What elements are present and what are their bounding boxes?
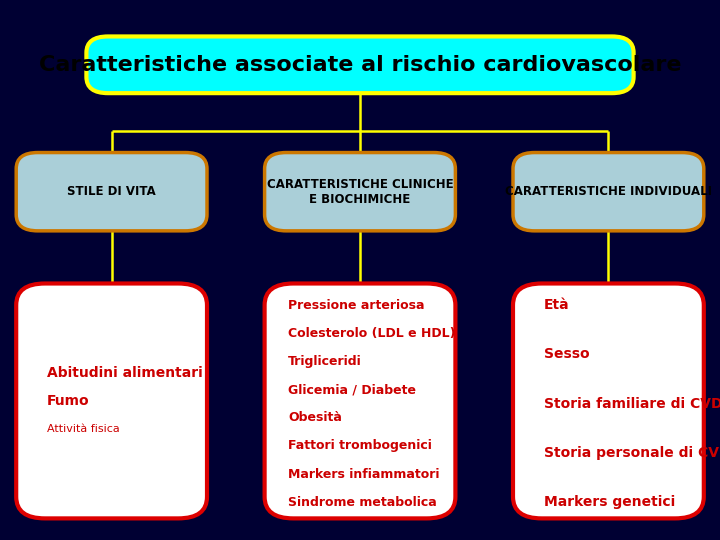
- Text: Glicemia / Diabete: Glicemia / Diabete: [288, 383, 416, 396]
- Text: Storia personale di CVD: Storia personale di CVD: [544, 446, 720, 460]
- FancyBboxPatch shape: [16, 152, 207, 231]
- Text: Obesità: Obesità: [288, 411, 342, 424]
- Text: Fattori trombogenici: Fattori trombogenici: [288, 440, 432, 453]
- Text: Pressione arteriosa: Pressione arteriosa: [288, 299, 425, 312]
- FancyBboxPatch shape: [16, 284, 207, 518]
- Text: CARATTERISTICHE CLINICHE
E BIOCHIMICHE: CARATTERISTICHE CLINICHE E BIOCHIMICHE: [266, 178, 454, 206]
- Text: Markers infiammatori: Markers infiammatori: [288, 468, 439, 481]
- Text: Colesterolo (LDL e HDL): Colesterolo (LDL e HDL): [288, 327, 456, 340]
- Text: STILE DI VITA: STILE DI VITA: [67, 185, 156, 198]
- Text: Sindrome metabolica: Sindrome metabolica: [288, 496, 437, 509]
- FancyBboxPatch shape: [513, 284, 703, 518]
- Text: Fumo: Fumo: [47, 394, 89, 408]
- Text: Caratteristiche associate al rischio cardiovascolare: Caratteristiche associate al rischio car…: [39, 55, 681, 75]
- FancyBboxPatch shape: [265, 152, 456, 231]
- FancyBboxPatch shape: [265, 284, 456, 518]
- Text: Sesso: Sesso: [544, 347, 589, 361]
- Text: Storia familiare di CVD: Storia familiare di CVD: [544, 397, 720, 410]
- Text: Trigliceridi: Trigliceridi: [288, 355, 361, 368]
- Text: Markers genetici: Markers genetici: [544, 495, 675, 509]
- Text: Abitudini alimentari: Abitudini alimentari: [47, 366, 202, 380]
- Text: CARATTERISTICHE INDIVIDUALI: CARATTERISTICHE INDIVIDUALI: [505, 185, 712, 198]
- Text: Età: Età: [544, 298, 570, 312]
- FancyBboxPatch shape: [86, 36, 634, 93]
- FancyBboxPatch shape: [513, 152, 703, 231]
- Text: Attività fisica: Attività fisica: [47, 424, 120, 434]
